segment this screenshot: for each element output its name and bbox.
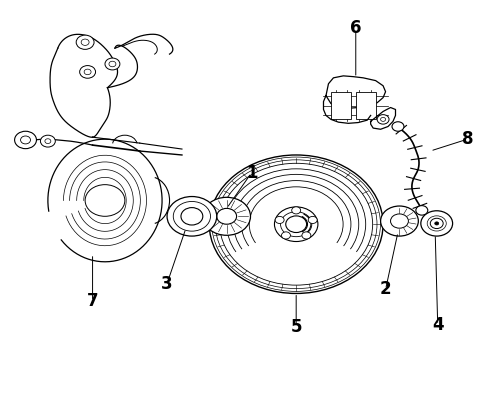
Circle shape bbox=[209, 155, 383, 293]
Circle shape bbox=[85, 185, 125, 216]
Text: 3: 3 bbox=[161, 275, 173, 293]
Circle shape bbox=[421, 211, 453, 236]
Text: 4: 4 bbox=[432, 316, 444, 334]
Circle shape bbox=[76, 35, 94, 49]
Text: 7: 7 bbox=[87, 292, 99, 310]
Circle shape bbox=[416, 206, 428, 215]
Circle shape bbox=[105, 58, 120, 70]
Text: 1: 1 bbox=[246, 164, 257, 182]
Circle shape bbox=[275, 216, 284, 224]
Text: 2: 2 bbox=[380, 281, 391, 299]
Circle shape bbox=[167, 197, 217, 236]
Circle shape bbox=[281, 232, 290, 239]
Circle shape bbox=[292, 207, 301, 214]
Circle shape bbox=[435, 222, 439, 225]
Circle shape bbox=[377, 115, 389, 124]
Circle shape bbox=[380, 206, 418, 236]
Text: 8: 8 bbox=[462, 130, 473, 148]
Circle shape bbox=[302, 232, 311, 239]
Text: 5: 5 bbox=[290, 318, 302, 336]
Text: 6: 6 bbox=[350, 19, 362, 37]
Bar bbox=[356, 92, 375, 119]
Circle shape bbox=[308, 216, 317, 224]
Circle shape bbox=[203, 197, 250, 235]
Circle shape bbox=[392, 122, 404, 131]
Circle shape bbox=[80, 66, 96, 78]
Circle shape bbox=[14, 131, 36, 148]
Bar bbox=[331, 92, 351, 119]
Circle shape bbox=[40, 135, 55, 147]
